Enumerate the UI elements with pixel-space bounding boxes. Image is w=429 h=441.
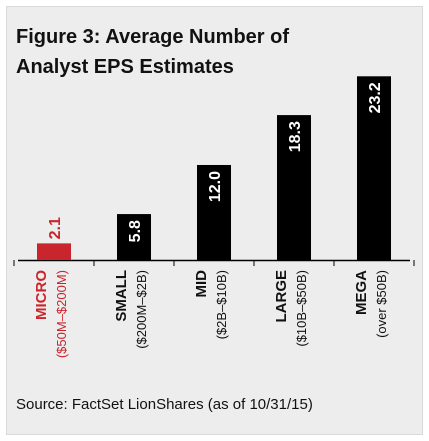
bar-micro [37, 243, 71, 260]
bar-small [117, 214, 151, 260]
category-label-large: LARGE [273, 270, 290, 323]
category-label-micro: MICRO [33, 270, 50, 320]
category-range-label-small: ($200M–$2B) [134, 270, 149, 349]
category-label-mega: MEGA [353, 270, 370, 315]
value-label-mid: 12.0 [207, 171, 224, 202]
value-label-large: 18.3 [287, 121, 304, 152]
source-note: Source: FactSet LionShares (as of 10/31/… [16, 396, 313, 413]
value-label-mega: 23.2 [367, 82, 384, 113]
value-label-micro: 2.1 [47, 217, 64, 239]
bar-mid [197, 164, 231, 260]
category-label-mid: MID [193, 270, 210, 298]
value-label-small: 5.8 [127, 220, 144, 242]
chart-title-line-2: Analyst EPS Estimates [16, 56, 234, 78]
category-range-label-large: ($10B–$50B) [294, 270, 309, 347]
category-range-label-micro: ($50M–$200M) [54, 270, 69, 358]
category-label-small: SMALL [113, 270, 130, 322]
chart-title-line-1: Figure 3: Average Number of [16, 26, 290, 48]
category-range-label-mega: (over $50B) [374, 270, 389, 338]
chart-title: Figure 3: Average Number of Analyst EPS … [16, 22, 406, 82]
bar-large [277, 115, 311, 261]
bar-mega [357, 76, 391, 260]
category-range-label-mid: ($2B–$10B) [214, 270, 229, 339]
